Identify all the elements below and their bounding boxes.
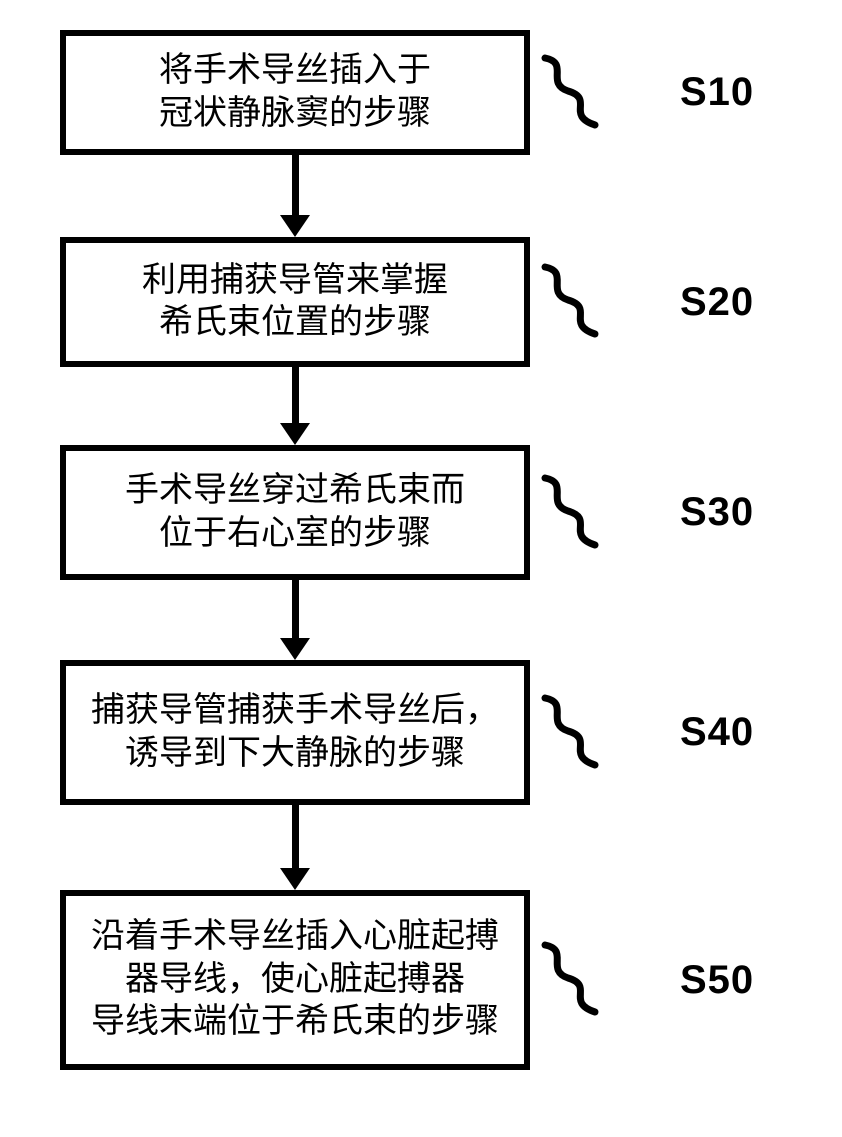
step-label-s30: S30 xyxy=(680,490,754,535)
step-label-s10: S10 xyxy=(680,70,754,115)
arrow-shaft xyxy=(292,367,299,425)
connector-squiggle xyxy=(540,53,610,133)
arrow-head xyxy=(280,215,310,237)
step-label-s20: S20 xyxy=(680,280,754,325)
step-label-s40: S40 xyxy=(680,710,754,755)
step-box-s30: 手术导丝穿过希氏束而 位于右心室的步骤 xyxy=(60,445,530,580)
connector-squiggle xyxy=(540,940,610,1020)
connector-squiggle xyxy=(540,262,610,342)
step-label-s50: S50 xyxy=(680,958,754,1003)
arrow-head xyxy=(280,638,310,660)
step-text: 沿着手术导丝插入心脏起搏 器导线，使心脏起搏器 导线末端位于希氏束的步骤 xyxy=(91,916,499,1044)
step-box-s20: 利用捕获导管来掌握 希氏束位置的步骤 xyxy=(60,237,530,367)
step-text: 利用捕获导管来掌握 希氏束位置的步骤 xyxy=(142,260,448,345)
connector-squiggle xyxy=(540,693,610,773)
arrow-shaft xyxy=(292,805,299,870)
step-box-s40: 捕获导管捕获手术导丝后， 诱导到下大静脉的步骤 xyxy=(60,660,530,805)
step-box-s50: 沿着手术导丝插入心脏起搏 器导线，使心脏起搏器 导线末端位于希氏束的步骤 xyxy=(60,890,530,1070)
arrow-shaft xyxy=(292,580,299,640)
flowchart-canvas: 将手术导丝插入于 冠状静脉窦的步骤 S10 利用捕获导管来掌握 希氏束位置的步骤 S2… xyxy=(0,0,842,1137)
step-text: 手术导丝穿过希氏束而 位于右心室的步骤 xyxy=(125,470,465,555)
step-text: 将手术导丝插入于 冠状静脉窦的步骤 xyxy=(159,50,431,135)
connector-squiggle xyxy=(540,473,610,553)
step-box-s10: 将手术导丝插入于 冠状静脉窦的步骤 xyxy=(60,30,530,155)
arrow-shaft xyxy=(292,155,299,217)
arrow-head xyxy=(280,868,310,890)
step-text: 捕获导管捕获手术导丝后， 诱导到下大静脉的步骤 xyxy=(91,690,499,775)
arrow-head xyxy=(280,423,310,445)
